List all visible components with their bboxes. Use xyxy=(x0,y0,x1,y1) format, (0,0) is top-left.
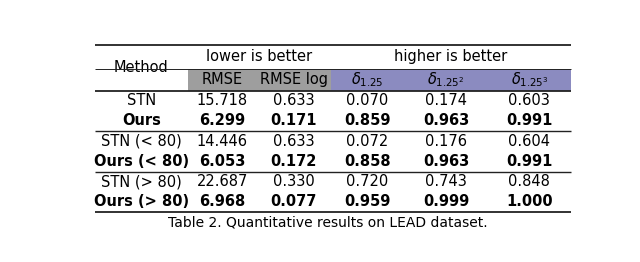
Text: 0.991: 0.991 xyxy=(506,154,552,169)
Text: 0.603: 0.603 xyxy=(508,93,550,108)
Text: Method: Method xyxy=(114,60,169,75)
Text: RMSE: RMSE xyxy=(202,72,243,87)
Text: 0.176: 0.176 xyxy=(425,134,467,149)
Text: Ours: Ours xyxy=(122,113,161,128)
Text: STN (< 80): STN (< 80) xyxy=(101,134,182,149)
Text: 0.743: 0.743 xyxy=(425,174,467,189)
Text: lower is better: lower is better xyxy=(206,49,312,64)
Text: 15.718: 15.718 xyxy=(196,93,248,108)
Text: 0.172: 0.172 xyxy=(271,154,317,169)
Text: 0.070: 0.070 xyxy=(346,93,388,108)
Text: $\delta_{1.25^3}$: $\delta_{1.25^3}$ xyxy=(511,70,548,89)
Bar xyxy=(331,69,571,91)
Bar xyxy=(188,69,331,91)
Text: 0.963: 0.963 xyxy=(423,154,469,169)
Text: 0.174: 0.174 xyxy=(425,93,467,108)
Text: 6.299: 6.299 xyxy=(199,113,245,128)
Text: 0.171: 0.171 xyxy=(271,113,317,128)
Text: 0.604: 0.604 xyxy=(508,134,550,149)
Text: 0.963: 0.963 xyxy=(423,113,469,128)
Text: 0.072: 0.072 xyxy=(346,134,388,149)
Text: 0.959: 0.959 xyxy=(344,194,390,209)
Text: 0.858: 0.858 xyxy=(344,154,391,169)
Text: 0.330: 0.330 xyxy=(273,174,314,189)
Text: 6.053: 6.053 xyxy=(199,154,246,169)
Text: 0.633: 0.633 xyxy=(273,93,314,108)
Text: 0.077: 0.077 xyxy=(271,194,317,209)
Text: 0.848: 0.848 xyxy=(508,174,550,189)
Text: 6.968: 6.968 xyxy=(199,194,245,209)
Text: 0.859: 0.859 xyxy=(344,113,391,128)
Text: 0.633: 0.633 xyxy=(273,134,314,149)
Text: 22.687: 22.687 xyxy=(196,174,248,189)
Text: $\delta_{1.25^2}$: $\delta_{1.25^2}$ xyxy=(428,70,465,89)
Text: STN: STN xyxy=(127,93,156,108)
Text: Ours (> 80): Ours (> 80) xyxy=(93,194,189,209)
Text: Table 2. Quantitative results on LEAD dataset.: Table 2. Quantitative results on LEAD da… xyxy=(168,216,488,230)
Text: STN (> 80): STN (> 80) xyxy=(101,174,182,189)
Text: higher is better: higher is better xyxy=(394,49,508,64)
Text: 14.446: 14.446 xyxy=(196,134,248,149)
Text: 0.720: 0.720 xyxy=(346,174,388,189)
Text: Ours (< 80): Ours (< 80) xyxy=(93,154,189,169)
Text: 0.991: 0.991 xyxy=(506,113,552,128)
Text: 1.000: 1.000 xyxy=(506,194,553,209)
Text: 0.999: 0.999 xyxy=(423,194,469,209)
Text: RMSE log: RMSE log xyxy=(260,72,328,87)
Text: $\delta_{1.25}$: $\delta_{1.25}$ xyxy=(351,70,383,89)
